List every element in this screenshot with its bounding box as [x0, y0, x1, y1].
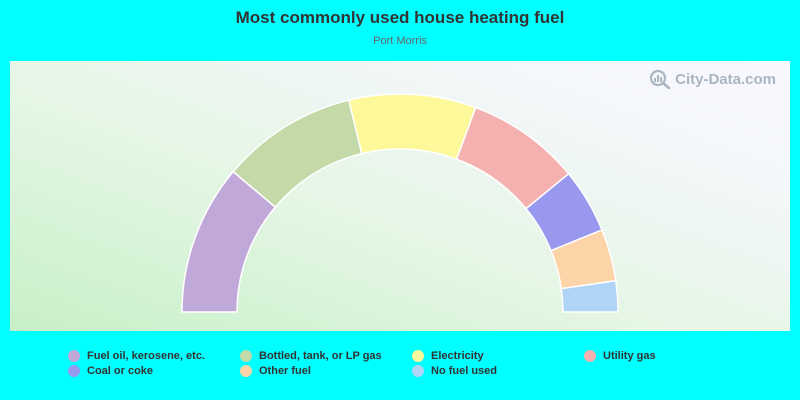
- donut-slice-electricity: [347, 93, 477, 161]
- legend-swatch: [68, 365, 80, 377]
- legend-label: Fuel oil, kerosene, etc.: [87, 350, 205, 362]
- legend-swatch: [68, 350, 80, 362]
- magnifier-chart-icon: [650, 69, 671, 89]
- watermark: City-Data.com: [649, 69, 776, 89]
- donut-chart: [181, 93, 619, 313]
- chart-title: Most commonly used house heating fuel: [235, 8, 565, 27]
- legend-swatch: [240, 365, 252, 377]
- legend-item: Bottled, tank, or LP gas: [240, 350, 382, 362]
- chart-subtitle: Port Morris: [373, 35, 427, 47]
- legend-label: Electricity: [431, 350, 484, 362]
- legend-item: Coal or coke: [68, 365, 153, 377]
- legend-item: Utility gas: [584, 350, 656, 362]
- legend-label: Bottled, tank, or LP gas: [259, 350, 382, 362]
- legend-label: Coal or coke: [87, 365, 154, 377]
- legend-label: Utility gas: [603, 350, 656, 362]
- legend-label: No fuel used: [431, 365, 498, 377]
- legend-item: Electricity: [412, 350, 484, 362]
- legend-swatch: [412, 350, 424, 362]
- legend-item: No fuel used: [412, 365, 497, 377]
- legend-label: Other fuel: [259, 365, 311, 377]
- legend-swatch: [240, 350, 252, 362]
- plot-area: City-Data.com: [10, 61, 790, 331]
- watermark-text: City-Data.com: [675, 70, 776, 88]
- legend-item: Other fuel: [240, 365, 311, 377]
- donut-slice-no-fuel-used: [560, 279, 619, 313]
- legend-swatch: [584, 350, 596, 362]
- legend-item: Fuel oil, kerosene, etc.: [68, 350, 205, 362]
- legend: Fuel oil, kerosene, etc. Bottled, tank, o…: [68, 350, 788, 384]
- legend-swatch: [412, 365, 424, 377]
